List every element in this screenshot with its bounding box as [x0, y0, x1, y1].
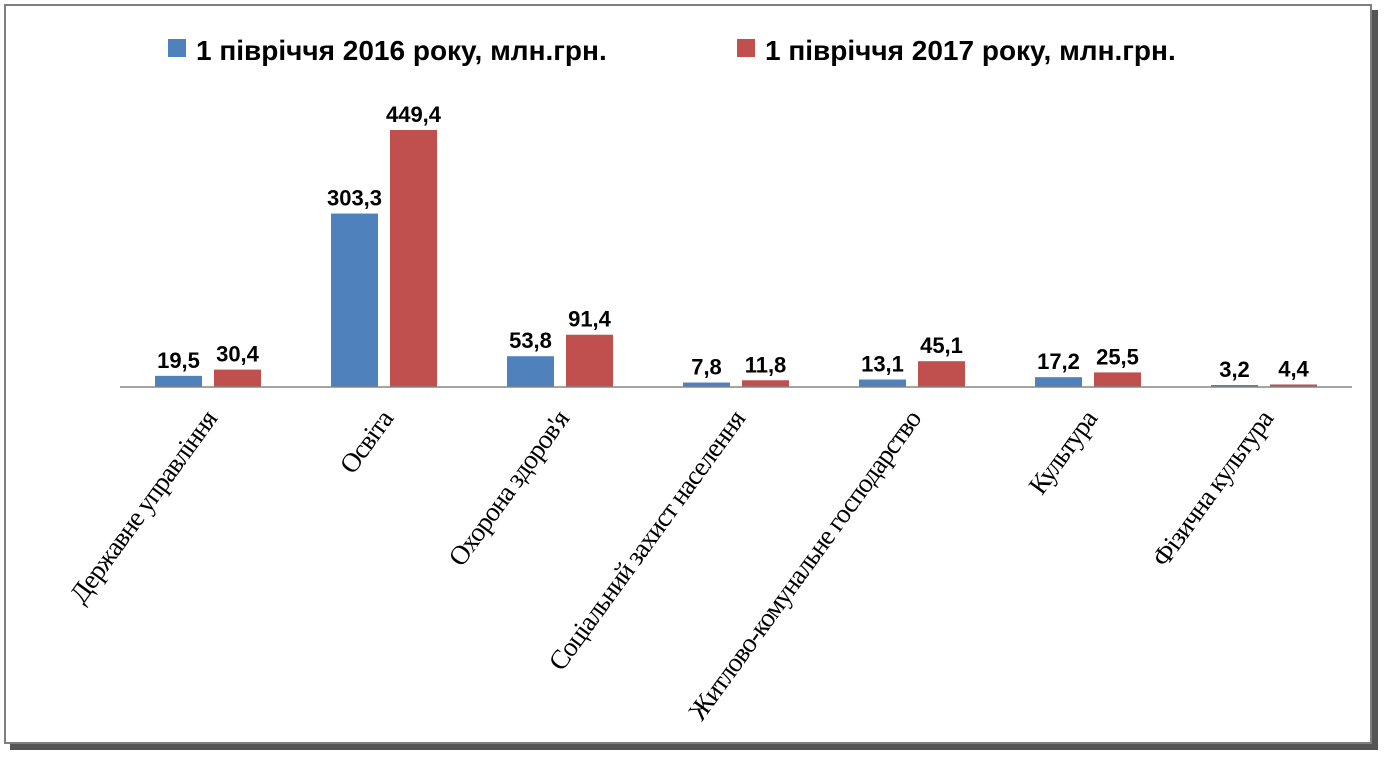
data-label-2-4: 11,8	[745, 352, 787, 377]
bar-1-3	[507, 356, 554, 387]
bar-1-7	[1211, 385, 1258, 387]
data-label-1-4: 7,8	[691, 355, 722, 380]
data-label-2-3: 91,4	[568, 307, 612, 332]
bar-2-1	[214, 369, 261, 387]
bar-1-6	[1035, 377, 1082, 387]
bar-1-2	[331, 213, 378, 387]
data-label-2-7: 4,4	[1278, 356, 1309, 381]
bar-1-5	[859, 379, 906, 387]
legend-label-2: 1 півріччя 2017 року, млн.грн.	[765, 35, 1176, 66]
bar-2-4	[742, 380, 789, 387]
bar-1-1	[155, 375, 202, 387]
legend-swatch-1	[168, 39, 186, 57]
category-label-7: Фізична культура	[1146, 404, 1280, 572]
bar-2-3	[566, 334, 613, 387]
data-label-2-6: 25,5	[1096, 344, 1139, 369]
category-label-1: Державне управління	[63, 404, 223, 608]
data-label-1-2: 303,3	[327, 186, 382, 211]
category-label-6: Культура	[1022, 404, 1103, 500]
data-labels: 19,5 30,4 303,3 449,4 53,8 91,4 7,8 11,8 13,1 45,…	[157, 102, 1309, 382]
bar-2-2	[390, 130, 437, 387]
category-labels: Державне управління Освіта Охорона здоров'…	[63, 404, 1279, 725]
data-label-2-5: 45,1	[920, 333, 963, 358]
data-label-2-1: 30,4	[216, 342, 260, 367]
legend-swatch-2	[737, 39, 755, 57]
bars	[155, 130, 1317, 387]
data-label-1-7: 3,2	[1219, 357, 1250, 382]
legend: 1 півріччя 2016 року, млн.грн. 1 півріччя…	[168, 35, 1176, 66]
category-label-2: Освіта	[334, 404, 400, 479]
data-label-1-1: 19,5	[157, 348, 200, 373]
category-label-4: Соціальний захист населення	[542, 404, 751, 675]
data-label-1-5: 13,1	[861, 352, 904, 377]
bar-2-6	[1094, 372, 1141, 387]
data-label-1-3: 53,8	[509, 328, 552, 353]
bar-2-7	[1270, 384, 1317, 387]
bar-1-4	[683, 382, 730, 387]
data-label-1-6: 17,2	[1037, 349, 1080, 374]
category-label-3: Охорона здоров'я	[442, 404, 575, 571]
data-label-2-2: 449,4	[386, 102, 442, 127]
bar-2-5	[918, 361, 965, 387]
legend-label-1: 1 півріччя 2016 року, млн.грн.	[196, 35, 607, 66]
